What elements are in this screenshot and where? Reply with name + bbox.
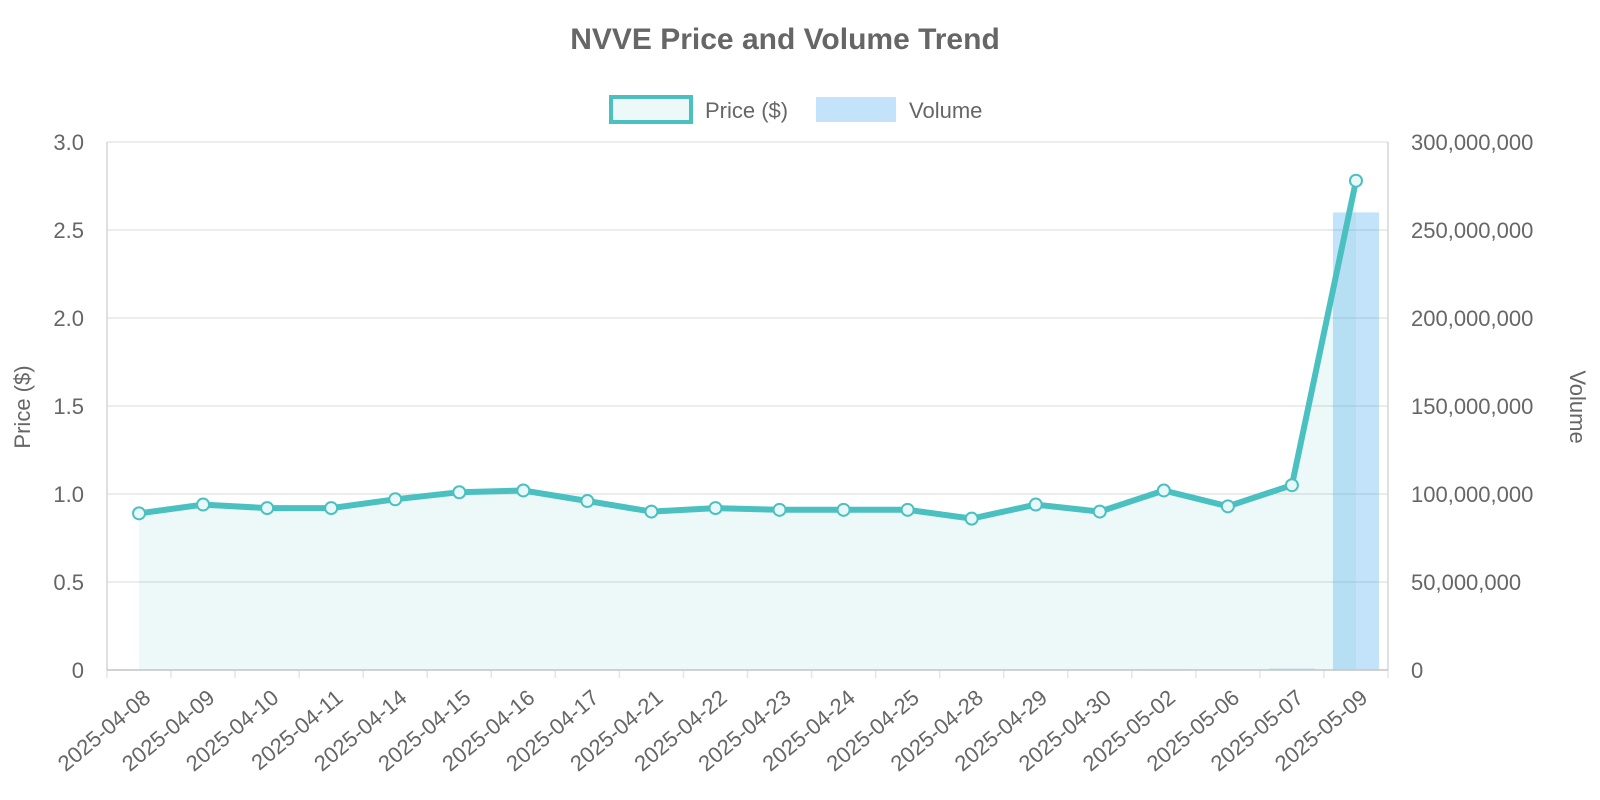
left-tick-label-1: 0.5	[53, 570, 84, 595]
right-tick-label-4: 200,000,000	[1411, 306, 1533, 331]
left-axis-title: Price ($)	[10, 365, 35, 448]
left-tick-label-4: 2.0	[53, 306, 84, 331]
left-tick-label-5: 2.5	[53, 218, 84, 243]
right-tick-label-2: 100,000,000	[1411, 482, 1533, 507]
legend[interactable]: Price ($) Volume	[609, 95, 982, 124]
price-point-7	[580, 494, 595, 509]
price-point-14	[1028, 497, 1043, 512]
legend-swatch-volume	[816, 97, 896, 122]
chart-title: NVVE Price and Volume Trend	[570, 23, 1000, 56]
price-point-9	[708, 501, 723, 516]
left-axis-ticks: 0 0.5 1.0 1.5 2.0 2.5 3.0	[53, 130, 84, 683]
price-point-11	[836, 502, 851, 517]
price-point-0	[132, 506, 147, 521]
price-point-17	[1220, 499, 1235, 514]
price-point-10	[772, 502, 787, 517]
left-tick-label-6: 3.0	[53, 130, 84, 155]
price-point-16	[1156, 483, 1171, 498]
price-point-6	[516, 483, 531, 498]
legend-label-volume: Volume	[909, 98, 982, 123]
price-point-8	[644, 504, 659, 519]
price-points	[132, 173, 1363, 526]
volume-bar-19	[1332, 212, 1380, 670]
price-point-5	[452, 485, 467, 500]
price-line	[138, 180, 1359, 522]
price-point-15	[1092, 504, 1107, 519]
right-tick-label-1: 50,000,000	[1411, 570, 1521, 595]
left-tick-label-0: 0	[72, 658, 84, 683]
price-point-1	[196, 497, 211, 512]
legend-swatch-price	[609, 95, 693, 124]
left-tick-label-2: 1.0	[53, 482, 84, 507]
legend-label-price: Price ($)	[705, 98, 788, 123]
price-point-12	[900, 502, 915, 517]
volume-bars	[115, 212, 1380, 670]
price-point-4	[388, 492, 403, 507]
right-tick-label-3: 150,000,000	[1411, 394, 1533, 419]
right-axis-ticks: 0 50,000,000 100,000,000 150,000,000 200,000…	[1411, 130, 1533, 683]
right-axis-title: Volume	[1565, 370, 1590, 443]
right-tick-label-6: 300,000,000	[1411, 130, 1533, 155]
right-tick-label-0: 0	[1411, 658, 1423, 683]
price-area-fill	[139, 180, 1356, 670]
price-point-19	[1348, 173, 1363, 188]
price-point-3	[324, 501, 339, 516]
x-axis-ticks: 2025-04-082025-04-092025-04-102025-04-11…	[53, 685, 1372, 776]
grid-lines	[106, 141, 1389, 678]
price-point-13	[964, 511, 979, 526]
axes	[106, 142, 1389, 671]
price-point-18	[1284, 478, 1299, 493]
left-tick-label-3: 1.5	[53, 394, 84, 419]
price-point-2	[260, 501, 275, 516]
right-tick-label-5: 250,000,000	[1411, 218, 1533, 243]
